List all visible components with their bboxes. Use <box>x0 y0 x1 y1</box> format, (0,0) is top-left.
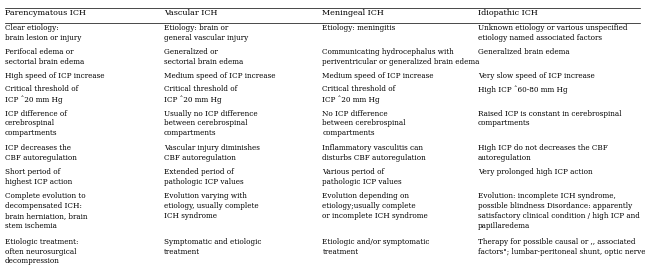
Text: ICP decreases the
CBF autoregulation: ICP decreases the CBF autoregulation <box>5 144 77 162</box>
Text: Generalized brain edema: Generalized brain edema <box>478 48 570 56</box>
Text: Perifocal edema or
sectorial brain edema: Perifocal edema or sectorial brain edema <box>5 48 84 66</box>
Text: Etiology: meningitis: Etiology: meningitis <box>322 24 396 32</box>
Text: High ICP do not decreases the CBF
autoregulation: High ICP do not decreases the CBF autore… <box>478 144 608 162</box>
Text: Meningeal ICH: Meningeal ICH <box>322 9 384 17</box>
Text: Usually no ICP difference
between cerebrospinal
compartments: Usually no ICP difference between cerebr… <box>164 109 257 137</box>
Text: Critical threshold of
ICP ˆ20 mm Hg: Critical threshold of ICP ˆ20 mm Hg <box>164 85 237 104</box>
Text: Complete evolution to
decompensated ICH:
brain herniation, brain
stem ischemia: Complete evolution to decompensated ICH:… <box>5 192 88 230</box>
Text: High speed of ICP increase: High speed of ICP increase <box>5 72 104 80</box>
Text: No ICP difference
between cerebrospinal
compartments: No ICP difference between cerebrospinal … <box>322 109 406 137</box>
Text: Vascular injury diminishes
CBF autoregulation: Vascular injury diminishes CBF autoregul… <box>164 144 260 162</box>
Text: Idiopathic ICH: Idiopathic ICH <box>478 9 538 17</box>
Text: Very prolonged high ICP action: Very prolonged high ICP action <box>478 168 593 176</box>
Text: Critical threshold of
ICP ˆ20 mm Hg: Critical threshold of ICP ˆ20 mm Hg <box>5 85 78 104</box>
Text: Inflammatory vasculitis can
disturbs CBF autoregulation: Inflammatory vasculitis can disturbs CBF… <box>322 144 426 162</box>
Text: Unknown etiology or various unspecified
etiology named associated factors: Unknown etiology or various unspecified … <box>478 24 628 42</box>
Text: Etiologic treatment:
often neurosurgical
decompression: Etiologic treatment: often neurosurgical… <box>5 238 79 265</box>
Text: Medium speed of ICP increase: Medium speed of ICP increase <box>164 72 275 80</box>
Text: Medium speed of ICP increase: Medium speed of ICP increase <box>322 72 434 80</box>
Text: Communicating hydrocephalus with
periventricular or generalized brain edema: Communicating hydrocephalus with periven… <box>322 48 480 66</box>
Text: Short period of
highest ICP action: Short period of highest ICP action <box>5 168 72 186</box>
Text: Etiology: brain or
general vascular injury: Etiology: brain or general vascular inju… <box>164 24 248 42</box>
Text: Parencymatous ICH: Parencymatous ICH <box>5 9 86 17</box>
Text: Symptomatic and etiologic
treatment: Symptomatic and etiologic treatment <box>164 238 261 256</box>
Text: Extended period of
pathologic ICP values: Extended period of pathologic ICP values <box>164 168 243 186</box>
Text: ICP difference of
cerebrospinal
compartments: ICP difference of cerebrospinal compartm… <box>5 109 67 137</box>
Text: Evolution depending on
etiology;usually complete
or incomplete ICH syndrome: Evolution depending on etiology;usually … <box>322 192 428 220</box>
Text: Evolution varying with
etiology, usually complete
ICH syndrome: Evolution varying with etiology, usually… <box>164 192 259 220</box>
Text: High ICP ˆ60-80 mm Hg: High ICP ˆ60-80 mm Hg <box>478 85 568 94</box>
Text: Evolution: incomplete ICH syndrome,
possible blindness Disordance: apparently
sa: Evolution: incomplete ICH syndrome, poss… <box>478 192 640 230</box>
Text: Vascular ICH: Vascular ICH <box>164 9 217 17</box>
Text: Therapy for possible causal or ,, associated
factors"; lumbar-peritoneal shunt, : Therapy for possible causal or ,, associ… <box>478 238 645 256</box>
Text: Various period of
pathologic ICP values: Various period of pathologic ICP values <box>322 168 402 186</box>
Text: Critical threshold of
ICP ˆ20 mm Hg: Critical threshold of ICP ˆ20 mm Hg <box>322 85 396 104</box>
Text: Generalized or
sectorial brain edema: Generalized or sectorial brain edema <box>164 48 243 66</box>
Text: Raised ICP is constant in cerebrospinal
compartments: Raised ICP is constant in cerebrospinal … <box>478 109 622 127</box>
Text: Clear etiology:
brain lesion or injury: Clear etiology: brain lesion or injury <box>5 24 81 42</box>
Text: Etiologic and/or symptomatic
treatment: Etiologic and/or symptomatic treatment <box>322 238 430 256</box>
Text: Very slow speed of ICP increase: Very slow speed of ICP increase <box>478 72 595 80</box>
